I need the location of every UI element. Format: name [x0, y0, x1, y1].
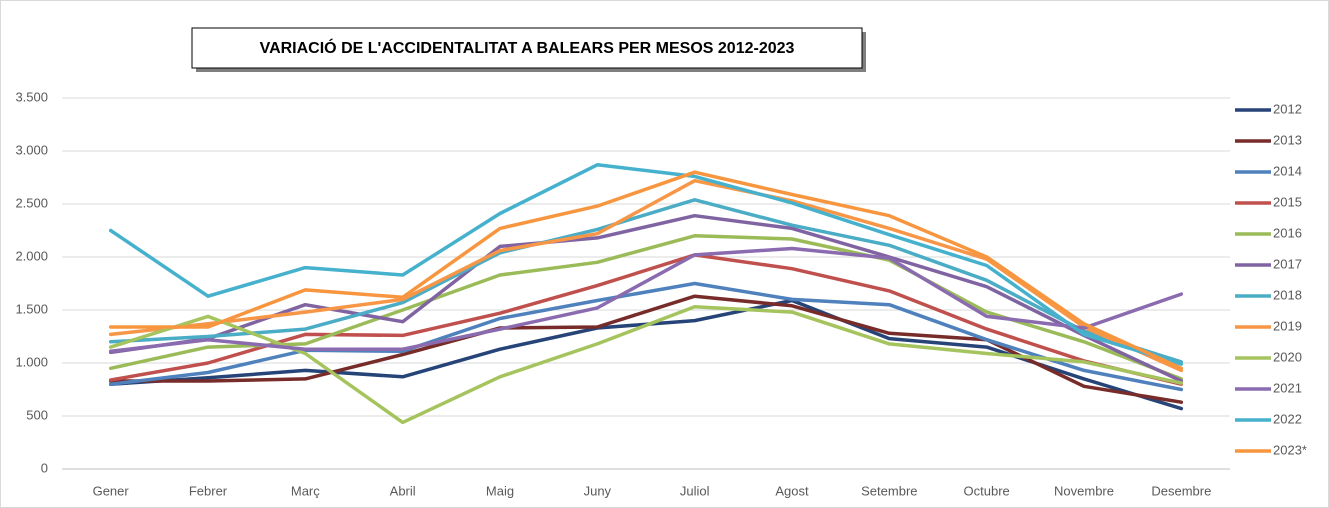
x-tick-label: Febrer [189, 483, 228, 498]
x-tick-label: Març [291, 483, 320, 498]
series-line [108, 198, 1184, 364]
series-line [108, 170, 1184, 371]
legend-label: 2020 [1273, 349, 1302, 364]
legend-label: 2016 [1273, 225, 1302, 240]
legend-label: 2013 [1273, 132, 1302, 147]
x-tick-label: Desembre [1151, 483, 1211, 498]
series-line [108, 178, 1184, 373]
y-tick-label: 1.500 [15, 301, 48, 316]
legend-label: 2012 [1273, 101, 1302, 116]
legend-label: 2015 [1273, 194, 1302, 209]
legend-label: 2023* [1273, 442, 1307, 457]
series-line [108, 281, 1184, 392]
x-tick-label: Gener [93, 483, 130, 498]
legend-label: 2019 [1273, 318, 1302, 333]
y-tick-label: 500 [26, 407, 48, 422]
y-tick-label: 3.000 [15, 142, 48, 157]
legend-label: 2014 [1273, 163, 1302, 178]
x-tick-label: Maig [486, 483, 514, 498]
legend-label: 2022 [1273, 411, 1302, 426]
legend-label: 2017 [1273, 256, 1302, 271]
series-line [108, 253, 1184, 386]
x-tick-label: Octubre [964, 483, 1010, 498]
x-tick-label: Setembre [861, 483, 917, 498]
chart-title: VARIACIÓ DE L'ACCIDENTALITAT A BALEARS P… [260, 38, 795, 57]
series-line [108, 163, 1184, 366]
x-tick-label: Juliol [680, 483, 710, 498]
y-tick-label: 3.500 [15, 89, 48, 104]
series-line [108, 213, 1184, 383]
y-tick-label: 1.000 [15, 354, 48, 369]
x-tick-label: Abril [390, 483, 416, 498]
legend-label: 2018 [1273, 287, 1302, 302]
x-tick-label: Juny [584, 483, 612, 498]
legend-label: 2021 [1273, 380, 1302, 395]
title-box [191, 27, 863, 69]
y-tick-label: 0 [41, 460, 48, 475]
series-line [108, 246, 1184, 354]
y-tick-label: 2.000 [15, 248, 48, 263]
x-tick-label: Agost [775, 483, 809, 498]
x-tick-label: Novembre [1054, 483, 1114, 498]
y-tick-label: 2.500 [15, 195, 48, 210]
series-line [108, 294, 1184, 404]
